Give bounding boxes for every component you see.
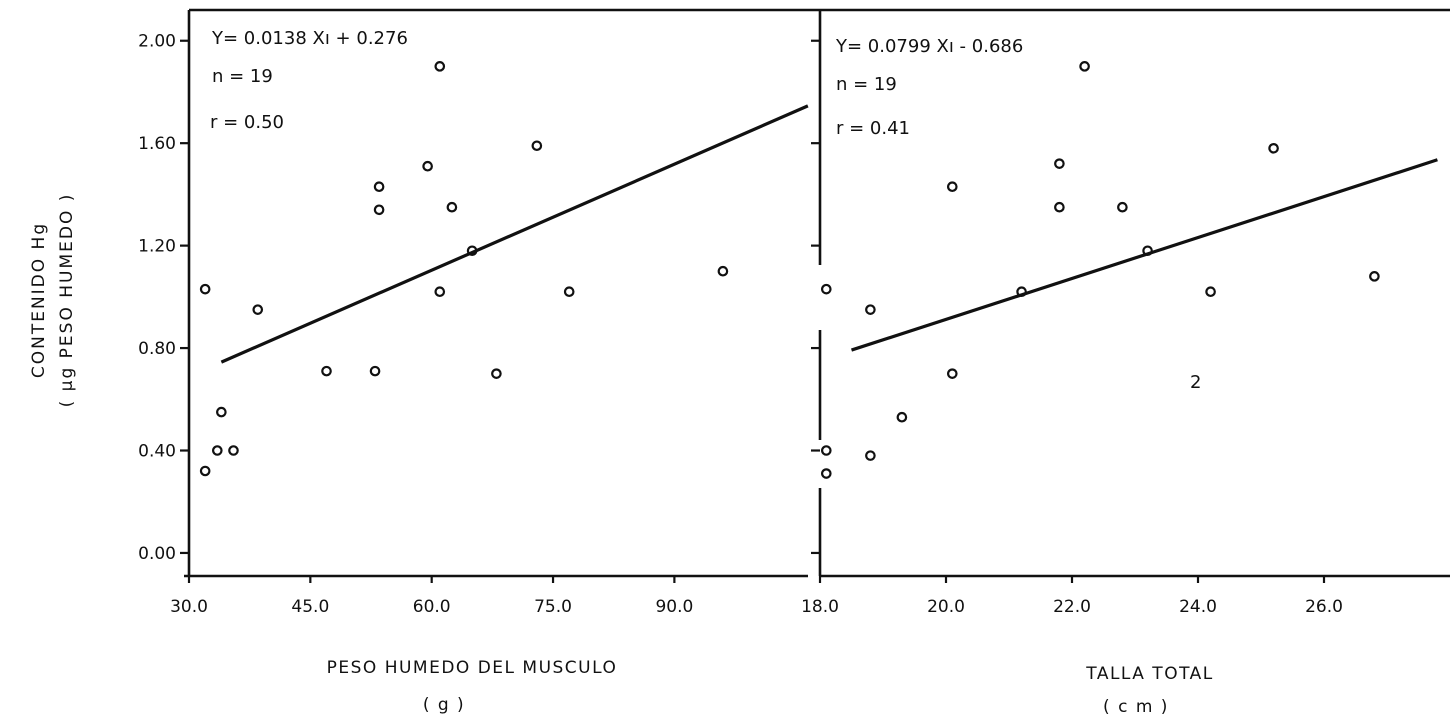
left-data-point bbox=[491, 368, 502, 379]
right-data-point bbox=[865, 450, 876, 461]
right-data-point bbox=[820, 283, 832, 295]
right-sample-size: n = 19 bbox=[836, 74, 897, 95]
left-data-point bbox=[321, 365, 332, 377]
left-x-axis-title: PESO HUMEDO DEL MUSCULO bbox=[327, 658, 618, 678]
left-data-point bbox=[446, 201, 458, 213]
right-data-point bbox=[896, 411, 908, 423]
y-tick-label: 1.60 bbox=[138, 134, 176, 154]
left-panel-marks bbox=[199, 61, 809, 477]
left-regression-equation: Y= 0.0138 Xı + 0.276 bbox=[211, 28, 408, 49]
left-data-point bbox=[228, 445, 239, 456]
left-data-point bbox=[216, 406, 227, 418]
right-data-point bbox=[1054, 158, 1065, 169]
left-panel-frame bbox=[184, 8, 820, 578]
right-panel-marks bbox=[820, 61, 1438, 479]
y-tick-label: 0.00 bbox=[138, 544, 176, 564]
left-data-point bbox=[252, 304, 264, 315]
left-x-tick-label: 30.0 bbox=[170, 597, 208, 617]
left-data-point bbox=[199, 283, 211, 295]
left-data-point bbox=[563, 286, 575, 298]
y-axis-title-line2: ( µg PESO HUMEDO ) bbox=[57, 193, 77, 408]
left-x-axis-unit: ( g ) bbox=[423, 695, 465, 715]
right-data-point bbox=[1117, 201, 1128, 213]
right-regression-equation: Y= 0.0799 Xı - 0.686 bbox=[835, 36, 1023, 57]
right-x-axis-title: TALLA TOTAL bbox=[1085, 664, 1214, 684]
right-data-point bbox=[1369, 271, 1380, 282]
right-data-point bbox=[946, 181, 958, 193]
left-data-point bbox=[199, 465, 211, 477]
right-panel-ticks: 18.0 20.0 22.0 24.0 26.0 bbox=[801, 39, 1343, 617]
left-panel-ticks: 30.0 45.0 60.0 75.0 90.0 0.00 0.40 0.80 1.20 1.60… bbox=[138, 32, 693, 617]
stray-mark-2: 2 bbox=[1190, 372, 1201, 393]
left-data-point bbox=[422, 160, 433, 172]
left-regression-line bbox=[220, 104, 809, 364]
right-x-tick-label: 18.0 bbox=[801, 597, 839, 617]
right-x-axis-unit: ( c m ) bbox=[1103, 697, 1169, 717]
left-x-tick-label: 90.0 bbox=[655, 597, 693, 617]
right-data-point bbox=[1054, 201, 1065, 213]
left-x-tick-label: 75.0 bbox=[534, 597, 572, 617]
y-axis-title-line1: CONTENIDO Hg bbox=[29, 222, 49, 378]
right-data-point bbox=[865, 304, 876, 315]
y-tick-label: 1.20 bbox=[138, 237, 176, 257]
left-sample-size: n = 19 bbox=[212, 66, 273, 87]
left-correlation: r = 0.50 bbox=[210, 112, 284, 133]
left-x-tick-label: 60.0 bbox=[413, 597, 451, 617]
left-data-point bbox=[531, 140, 543, 152]
y-tick-label: 0.40 bbox=[138, 442, 176, 462]
right-x-tick-label: 24.0 bbox=[1179, 597, 1217, 617]
right-data-point bbox=[946, 368, 958, 379]
right-data-point bbox=[1079, 61, 1090, 72]
y-tick-label: 2.00 bbox=[138, 32, 176, 52]
right-panel-frame bbox=[818, 8, 1450, 578]
left-data-point bbox=[212, 445, 223, 456]
left-data-point bbox=[466, 245, 478, 257]
right-data-point bbox=[1205, 286, 1216, 298]
left-x-tick-label: 45.0 bbox=[291, 597, 329, 617]
right-data-point bbox=[1268, 142, 1279, 154]
left-data-point bbox=[373, 181, 385, 193]
left-data-point bbox=[717, 265, 729, 277]
left-data-point bbox=[434, 286, 446, 298]
left-data-point bbox=[434, 61, 446, 72]
left-data-point bbox=[369, 365, 381, 377]
right-x-tick-label: 26.0 bbox=[1305, 597, 1343, 617]
right-data-point bbox=[1016, 286, 1027, 298]
left-data-point bbox=[373, 204, 385, 216]
right-data-point bbox=[820, 445, 832, 456]
right-x-tick-label: 20.0 bbox=[927, 597, 965, 617]
right-correlation: r = 0.41 bbox=[836, 118, 910, 139]
right-data-point bbox=[1142, 245, 1153, 257]
y-tick-label: 0.80 bbox=[138, 339, 176, 359]
right-x-tick-label: 22.0 bbox=[1053, 597, 1091, 617]
right-data-point bbox=[820, 468, 832, 479]
